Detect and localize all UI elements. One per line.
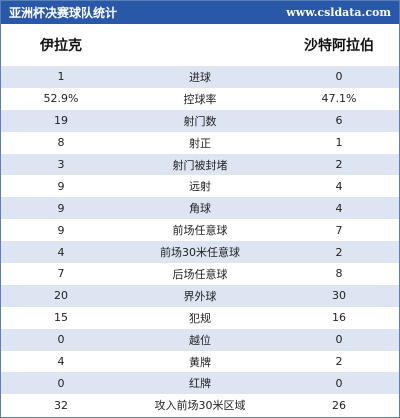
stat-label: 攻入前场30米区域: [154, 399, 246, 413]
stat-label: 后场任意球: [172, 267, 228, 281]
stat-right-value: 6: [335, 114, 343, 128]
stat-left-value: 8: [57, 136, 65, 150]
stat-right-value: 0: [335, 376, 343, 390]
stat-label: 前场30米任意球: [160, 246, 240, 260]
table-row: 19 射门数 6: [1, 109, 399, 132]
stat-right-value: 0: [335, 70, 343, 84]
stat-label: 界外球: [183, 289, 217, 303]
stat-left-value: 7: [57, 267, 65, 281]
stat-label: 角球: [189, 202, 211, 216]
table-row: 8 射正 1: [1, 131, 399, 154]
stat-right-value: 16: [332, 311, 346, 325]
stat-right-value: 1: [335, 136, 343, 150]
stat-label: 红牌: [189, 377, 211, 391]
team-right-name: 沙特阿拉伯: [304, 38, 374, 54]
table-row: 52.9% 控球率 47.1%: [1, 87, 399, 110]
table-row: 0 越位 0: [1, 328, 399, 351]
stat-left-value: 32: [54, 398, 68, 412]
team-left-name: 伊拉克: [40, 38, 82, 54]
table-row: 15 犯规 16: [1, 306, 399, 329]
stat-label: 黄牌: [189, 355, 211, 369]
stat-left-value: 4: [57, 355, 65, 369]
stat-label: 前场任意球: [172, 224, 228, 238]
stat-label: 远射: [189, 180, 211, 194]
stat-label: 越位: [189, 333, 211, 347]
stat-right-value: 7: [335, 223, 343, 237]
panel-header: 亚洲杯决赛球队统计 www.csldata.com: [1, 1, 399, 24]
stat-right-value: 4: [335, 201, 343, 215]
stat-left-value: 3: [57, 158, 65, 171]
table-row: 32 攻入前场30米区域 26: [1, 394, 399, 417]
table-row: 3 射门被封堵 2: [1, 153, 399, 176]
stat-left-value: 1: [57, 70, 65, 84]
panel-title: 亚洲杯决赛球队统计: [9, 6, 118, 20]
table-row: 4 黄牌 2: [1, 350, 399, 373]
table-row: 9 远射 4: [1, 175, 399, 198]
team-header-row: 伊拉克 沙特阿拉伯: [1, 24, 399, 66]
stat-left-value: 9: [57, 223, 65, 237]
table-row: 4 前场30米任意球 2: [1, 241, 399, 264]
stat-right-value: 47.1%: [321, 92, 357, 106]
stat-left-value: 0: [57, 376, 65, 390]
stat-label: 射门被封堵: [172, 158, 228, 172]
stat-label: 射正: [189, 136, 211, 150]
stat-right-value: 2: [335, 158, 343, 171]
stat-right-value: 26: [332, 398, 346, 412]
stat-left-value: 52.9%: [43, 92, 79, 106]
stat-left-value: 4: [57, 245, 65, 259]
stat-right-value: 30: [332, 289, 346, 303]
stat-right-value: 2: [335, 355, 343, 369]
stat-right-value: 2: [335, 245, 343, 259]
stat-left-value: 9: [57, 179, 65, 193]
stat-left-value: 0: [57, 333, 65, 347]
stat-label: 进球: [189, 70, 211, 84]
stat-left-value: 9: [57, 201, 65, 215]
stat-right-value: 4: [335, 179, 343, 193]
stat-right-value: 0: [335, 333, 343, 347]
table-row: 20 界外球 30: [1, 284, 399, 307]
stat-left-value: 19: [54, 114, 68, 128]
table-row: 7 后场任意球 8: [1, 263, 399, 285]
table-row: 9 角球 4: [1, 197, 399, 220]
stat-left-value: 15: [54, 311, 68, 325]
stat-left-value: 20: [54, 289, 68, 303]
table-row: 0 红牌 0: [1, 372, 399, 395]
table-row: 1 进球 0: [1, 66, 399, 88]
stat-right-value: 8: [335, 267, 343, 281]
stats-table: 1 进球 0 52.9% 控球率 47.1% 19 射门数 6 8 射正 1 3 射门被封堵 2 9 远射 4 9 角…: [1, 66, 399, 417]
stat-label: 犯规: [189, 311, 211, 325]
stat-label: 射门数: [183, 114, 217, 128]
stat-label: 控球率: [183, 92, 217, 106]
site-link[interactable]: www.csldata.com: [286, 6, 391, 19]
table-row: 9 前场任意球 7: [1, 219, 399, 242]
